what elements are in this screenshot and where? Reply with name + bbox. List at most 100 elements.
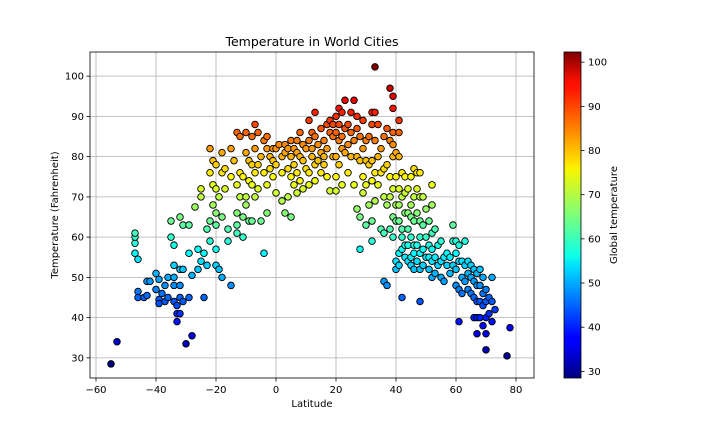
data-point — [254, 128, 262, 137]
y-tick-label: 70 — [71, 192, 84, 203]
data-point — [293, 168, 301, 177]
data-point — [338, 181, 346, 189]
x-tick-label: −60 — [85, 385, 106, 396]
data-point — [242, 148, 250, 157]
data-point — [359, 144, 367, 153]
data-point — [107, 360, 115, 368]
data-point — [371, 108, 379, 117]
data-point — [311, 108, 319, 117]
data-point — [158, 289, 166, 298]
data-point — [416, 168, 424, 177]
data-point — [488, 297, 496, 306]
data-point — [287, 213, 295, 221]
data-point — [380, 229, 388, 237]
data-point — [419, 221, 427, 229]
data-point — [395, 201, 403, 209]
data-point — [485, 309, 493, 318]
y-tick-label: 90 — [71, 112, 84, 123]
data-point — [152, 269, 160, 278]
data-point — [143, 291, 151, 300]
data-point — [332, 173, 340, 181]
y-tick-label: 40 — [71, 313, 84, 324]
data-point — [185, 293, 193, 302]
data-point — [254, 160, 262, 169]
colorbar-ticks: 30 40 50 60 70 80 90 100 — [581, 58, 607, 378]
data-point — [398, 233, 406, 241]
colorbar-tick-label: 90 — [588, 102, 601, 113]
data-point — [242, 128, 250, 137]
data-point — [248, 181, 256, 189]
data-point — [356, 245, 364, 253]
data-point — [431, 253, 439, 262]
data-point — [251, 193, 259, 201]
data-point — [251, 168, 259, 177]
y-tick-label: 100 — [65, 72, 84, 83]
data-point — [293, 189, 301, 197]
x-axis-label: Latitude — [291, 399, 332, 410]
data-point — [341, 96, 349, 105]
data-point — [323, 173, 331, 181]
data-point — [488, 317, 496, 326]
data-point — [374, 181, 382, 189]
data-point — [152, 285, 160, 294]
data-point — [155, 275, 163, 284]
data-point — [383, 160, 391, 169]
colorbar-tick-label: 80 — [588, 146, 601, 157]
data-point — [185, 249, 193, 257]
y-tick-label: 80 — [71, 152, 84, 163]
data-point — [308, 152, 316, 161]
data-point — [197, 193, 205, 201]
data-point — [263, 181, 271, 189]
data-point — [425, 265, 433, 274]
x-tick-label: −20 — [205, 385, 226, 396]
data-point — [248, 217, 256, 225]
y-tick-label: 30 — [71, 353, 84, 364]
data-point — [233, 221, 241, 229]
data-point — [353, 124, 361, 133]
data-point — [413, 257, 421, 266]
data-point — [284, 193, 292, 201]
data-point — [320, 160, 328, 169]
data-point — [461, 237, 469, 245]
data-point — [314, 140, 322, 149]
data-point — [383, 201, 391, 209]
data-point — [233, 181, 241, 189]
data-point — [212, 185, 220, 193]
data-point — [173, 317, 181, 326]
data-point — [431, 269, 439, 278]
data-point — [407, 173, 415, 181]
data-point — [251, 144, 259, 153]
colorbar-tick-label: 40 — [588, 323, 601, 334]
data-point — [428, 245, 436, 253]
data-point — [212, 245, 220, 253]
data-point — [359, 173, 367, 181]
data-point — [350, 96, 358, 105]
colorbar-tick-label: 70 — [588, 190, 601, 201]
data-point — [296, 177, 304, 185]
data-point — [185, 221, 193, 229]
data-point — [395, 128, 403, 137]
data-point — [395, 152, 403, 161]
data-point — [206, 237, 214, 245]
data-point — [416, 297, 424, 306]
data-point — [167, 233, 175, 241]
data-point — [389, 104, 397, 113]
data-point — [428, 181, 436, 189]
data-point — [446, 253, 454, 262]
data-point — [473, 329, 481, 338]
data-point — [353, 112, 361, 121]
data-point — [476, 265, 484, 274]
data-point — [362, 181, 370, 189]
data-point — [488, 273, 496, 282]
data-point — [182, 340, 190, 348]
chart-title: Temperature in World Cities — [224, 34, 398, 49]
data-point — [173, 301, 181, 310]
data-point — [383, 281, 391, 290]
data-point — [218, 273, 226, 282]
colorbar — [563, 51, 582, 379]
data-point — [227, 281, 235, 290]
data-point — [320, 152, 328, 161]
colorbar-tick-label: 60 — [588, 234, 601, 245]
data-point — [317, 124, 325, 133]
